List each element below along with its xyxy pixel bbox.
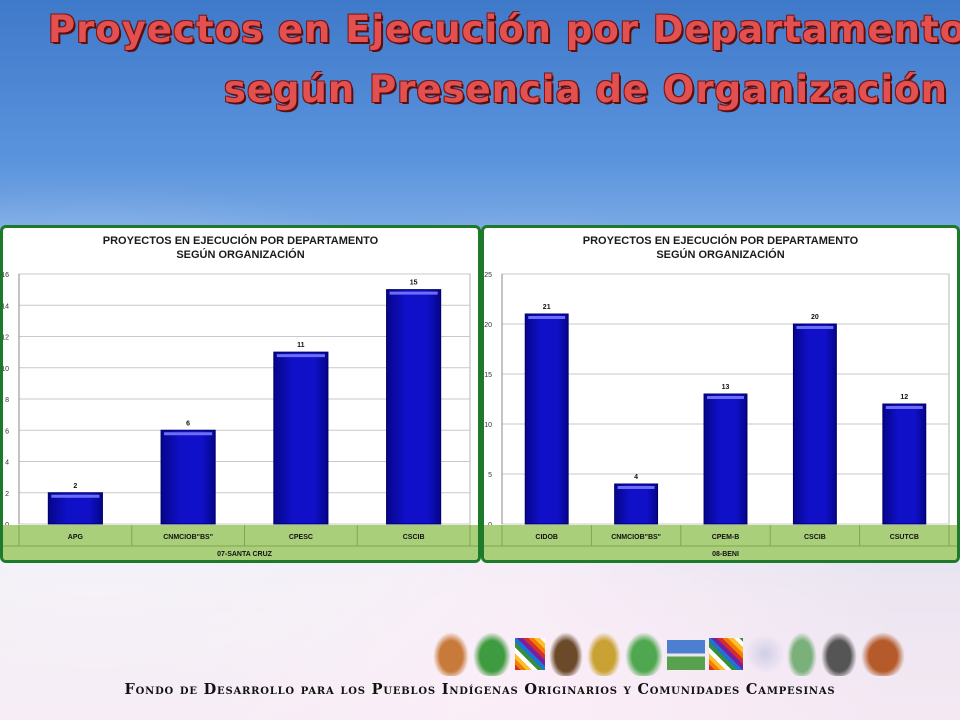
apg-logo <box>747 632 783 676</box>
category-axis-band <box>3 525 478 560</box>
data-label: 13 <box>722 384 730 391</box>
indigenous-figure-logo <box>433 632 469 676</box>
slide-title-line-1: Proyectos en Ejecución por Departamento <box>48 8 960 51</box>
y-tick-label: 10 <box>484 422 492 429</box>
chart-title: PROYECTOS EN EJECUCIÓN POR DEPARTAMENTO … <box>484 234 957 262</box>
data-label: 11 <box>297 342 305 349</box>
data-label: 4 <box>634 474 638 481</box>
y-tick-label: 20 <box>484 322 492 329</box>
data-label: 6 <box>186 420 190 427</box>
y-tick-label: 8 <box>5 397 9 404</box>
chart-panel-santa-cruz: PROYECTOS EN EJECUCIÓN POR DEPARTAMENTO … <box>0 225 481 563</box>
category-label: CSUTCB <box>890 534 919 541</box>
y-tick-label: 4 <box>5 460 9 467</box>
chart-title: PROYECTOS EN EJECUCIÓN POR DEPARTAMENTO … <box>3 234 478 262</box>
bar-highlight <box>389 291 438 295</box>
cnmciob-logo <box>787 632 817 676</box>
category-label: CNMCIOB"BS" <box>611 534 661 541</box>
mountain-landscape-logo <box>667 640 705 670</box>
bar-highlight <box>796 326 834 329</box>
group-label: 07-SANTA CRUZ <box>217 551 273 558</box>
bar-chart-santa-cruz: 02468101214162APG6CNMCIOB"BS"11CPESC15CS… <box>3 272 478 560</box>
group-label: 08-BENI <box>712 551 739 558</box>
bar-highlight <box>617 486 655 489</box>
y-tick-label: 15 <box>484 372 492 379</box>
bar <box>273 351 329 525</box>
category-label: CSCIB <box>403 534 425 541</box>
chart-panel-beni: PROYECTOS EN EJECUCIÓN POR DEPARTAMENTO … <box>481 225 960 563</box>
slide-title-line-2: según Presencia de Organización <box>223 68 948 111</box>
chart-title-text: PROYECTOS EN EJECUCIÓN POR DEPARTAMENTO … <box>102 235 379 261</box>
data-label: 15 <box>410 280 418 287</box>
category-axis-band <box>484 525 957 560</box>
data-label: 12 <box>900 394 908 401</box>
y-tick-label: 2 <box>5 491 9 498</box>
category-label: CNMCIOB"BS" <box>163 534 213 541</box>
y-tick-label: 16 <box>3 272 9 279</box>
y-tick-label: 6 <box>5 428 9 435</box>
crossed-arrows-logo <box>549 632 583 676</box>
data-label: 20 <box>811 314 819 321</box>
bar <box>703 393 748 525</box>
bar <box>882 403 927 525</box>
bolivia-map-green-logo <box>625 632 663 676</box>
clay-pot-logo <box>861 632 905 676</box>
chart-title-text: PROYECTOS EN EJECUCIÓN POR DEPARTAMENTO … <box>582 235 859 261</box>
wiphala-flag-logo <box>515 638 545 670</box>
y-tick-label: 14 <box>3 303 9 310</box>
slide-title: Proyectos en Ejecución por Departamento … <box>48 0 960 120</box>
bar-highlight <box>885 406 923 409</box>
partner-logos <box>433 632 905 676</box>
bar <box>386 289 442 525</box>
bolivia-map-logo <box>473 632 511 676</box>
data-label: 21 <box>543 304 551 311</box>
bar-highlight <box>276 354 325 358</box>
category-label: APG <box>68 534 84 541</box>
bar <box>792 323 837 525</box>
bar-highlight <box>707 396 744 399</box>
category-label: CIDOB <box>535 534 558 541</box>
category-label: CSCIB <box>804 534 826 541</box>
bar-highlight <box>164 432 213 436</box>
category-label: CPEM-B <box>712 534 740 541</box>
y-tick-label: 12 <box>3 335 9 342</box>
data-label: 2 <box>73 483 77 490</box>
category-label: CPESC <box>289 534 313 541</box>
bar-highlight <box>528 316 566 319</box>
bar-highlight <box>51 494 100 498</box>
cidob-emblem-logo <box>587 632 621 676</box>
footer-text: Fondo de Desarrollo para los Pueblos Ind… <box>124 681 836 698</box>
y-tick-label: 25 <box>484 272 492 279</box>
bar <box>47 492 103 525</box>
bar <box>614 483 659 525</box>
y-tick-label: 10 <box>3 366 9 373</box>
bar <box>524 313 569 525</box>
wiphala-flag-logo-2 <box>709 638 743 670</box>
y-tick-label: 5 <box>488 472 492 479</box>
bar-chart-beni: 051015202521CIDOB4CNMCIOB"BS"13CPEM-B20C… <box>484 272 957 560</box>
bow-arrow-logo <box>821 632 857 676</box>
bar <box>160 429 216 525</box>
